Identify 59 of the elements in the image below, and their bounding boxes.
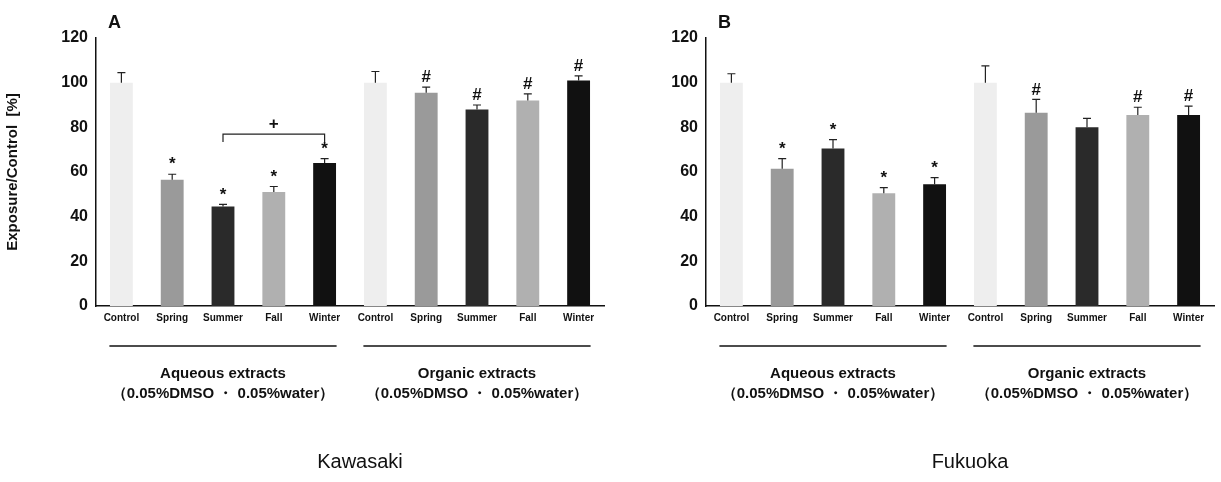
y-tick-label: 40 bbox=[680, 207, 699, 225]
data-label: # bbox=[421, 67, 432, 87]
y-axis-title: Exposure/Control [%] bbox=[3, 93, 21, 251]
x-tick-label: Spring bbox=[766, 311, 799, 323]
data-label: * bbox=[219, 184, 227, 204]
y-tick-label: 120 bbox=[671, 28, 699, 46]
y-tick-label: 0 bbox=[79, 296, 89, 314]
text: Organic extracts （0.05%DMSO ・ 0.05%water） bbox=[975, 364, 1199, 402]
x-tick-label: Control bbox=[713, 311, 750, 323]
data-label: * bbox=[880, 167, 888, 187]
x-tick-label: Spring bbox=[410, 311, 443, 323]
y-tick-label: 40 bbox=[70, 207, 89, 225]
chart-subtitle: A bbox=[108, 11, 121, 32]
x-tick-label: Summer bbox=[456, 311, 498, 323]
x-tick-label: Fall bbox=[875, 311, 893, 323]
data-label: * bbox=[829, 119, 837, 139]
x-tick-label: Fall bbox=[265, 311, 283, 323]
x-tick-label: Control bbox=[103, 311, 140, 323]
data-label: * bbox=[778, 138, 786, 158]
x-tick-label: Spring bbox=[1020, 311, 1053, 323]
y-tick-label: 100 bbox=[671, 73, 699, 91]
y-tick-label: 60 bbox=[680, 162, 699, 180]
x-tick-label: Fall bbox=[519, 311, 537, 323]
data-label: # bbox=[1031, 79, 1042, 99]
y-tick-label: 20 bbox=[680, 251, 699, 269]
annotation: + bbox=[268, 114, 279, 134]
x-tick-label: Winter bbox=[309, 311, 341, 323]
text: Organic extracts （0.05%DMSO ・ 0.05%water） bbox=[365, 364, 589, 402]
x-tick-label: Summer bbox=[1066, 311, 1108, 323]
y-tick-label: 80 bbox=[680, 117, 699, 135]
x-tick-label: Winter bbox=[563, 311, 595, 323]
data-label: # bbox=[523, 74, 534, 94]
data-label: * bbox=[321, 138, 329, 158]
chart-subtitle: B bbox=[718, 11, 731, 32]
text: Kawasaki bbox=[317, 449, 403, 472]
x-tick-label: Winter bbox=[919, 311, 951, 323]
y-tick-label: 20 bbox=[70, 251, 89, 269]
x-tick-label: Control bbox=[357, 311, 394, 323]
y-tick-label: 120 bbox=[61, 28, 89, 46]
text: Aqueous extracts （0.05%DMSO ・ 0.05%water） bbox=[111, 364, 335, 402]
x-tick-label: Fall bbox=[1129, 311, 1147, 323]
data-label: * bbox=[931, 157, 939, 177]
y-tick-label: 80 bbox=[70, 117, 89, 135]
text: Fukuoka bbox=[931, 449, 1010, 472]
x-tick-label: Summer bbox=[202, 311, 244, 323]
data-label: * bbox=[168, 154, 176, 174]
data-label: * bbox=[270, 166, 278, 186]
text: Aqueous extracts （0.05%DMSO ・ 0.05%water） bbox=[721, 364, 945, 402]
x-tick-label: Control bbox=[967, 311, 1004, 323]
y-tick-label: 100 bbox=[61, 73, 89, 91]
x-tick-label: Summer bbox=[812, 311, 854, 323]
x-tick-label: Winter bbox=[1173, 311, 1205, 323]
data-label: # bbox=[1183, 86, 1194, 106]
data-label: # bbox=[472, 85, 483, 105]
y-tick-label: 0 bbox=[689, 296, 699, 314]
x-tick-label: Spring bbox=[156, 311, 189, 323]
data-label: # bbox=[573, 56, 584, 76]
data-label: # bbox=[1133, 87, 1144, 107]
y-tick-label: 60 bbox=[70, 162, 89, 180]
